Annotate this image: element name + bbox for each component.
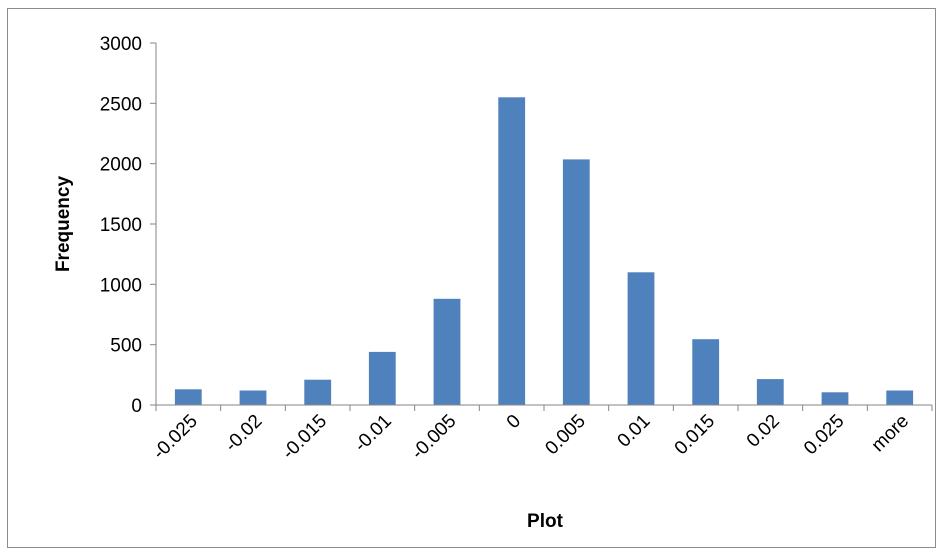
x-tick-label: -0.005 — [408, 411, 461, 464]
bar-0.01 — [627, 272, 655, 405]
x-tick-label: 0.02 — [743, 411, 784, 452]
y-tick-label: 1000 — [100, 275, 142, 296]
bar--0.005 — [433, 298, 461, 405]
chart-area — [7, 8, 936, 548]
x-tick-label: -0.02 — [221, 411, 266, 456]
x-tick-label: 0 — [503, 411, 525, 433]
x-tick-label: 0.025 — [800, 411, 848, 459]
bar-0.015 — [692, 339, 720, 405]
bar--0.01 — [368, 351, 396, 405]
bar-more — [886, 390, 914, 405]
bar--0.025 — [174, 389, 202, 405]
bar--0.015 — [304, 379, 332, 405]
y-tick-label: 2000 — [100, 155, 142, 176]
bar-0.025 — [821, 392, 849, 405]
y-axis-title: Frequency — [53, 176, 74, 273]
y-tick-label: 1500 — [100, 215, 142, 236]
x-tick-label: 0.015 — [671, 411, 719, 459]
axes-group — [155, 43, 932, 406]
x-tick-label: -0.01 — [350, 411, 395, 456]
x-ticks-group: -0.025 -0.02 -0.015 -0.01 -0.005 0 0.005 0.01 0.… — [149, 405, 933, 464]
bar-0.005 — [562, 159, 590, 405]
y-tick-label: 2500 — [100, 94, 142, 115]
x-tick-label: -0.015 — [278, 411, 331, 464]
x-tick-label: -0.025 — [149, 411, 202, 464]
x-axis-title: Plot — [527, 511, 564, 532]
bar--0.02 — [239, 390, 267, 405]
y-ticks-group: 0 500 1000 1500 2000 2500 3000 — [100, 34, 156, 417]
bar-0.02 — [756, 379, 784, 405]
bar-0 — [498, 97, 526, 406]
x-tick-label: more — [868, 411, 913, 456]
x-tick-label: 0.01 — [614, 411, 655, 452]
y-tick-label: 500 — [110, 336, 142, 357]
y-tick-label: 3000 — [100, 34, 142, 55]
bars-group — [174, 97, 914, 406]
y-tick-label: 0 — [131, 396, 142, 417]
x-tick-label: 0.005 — [541, 411, 589, 459]
